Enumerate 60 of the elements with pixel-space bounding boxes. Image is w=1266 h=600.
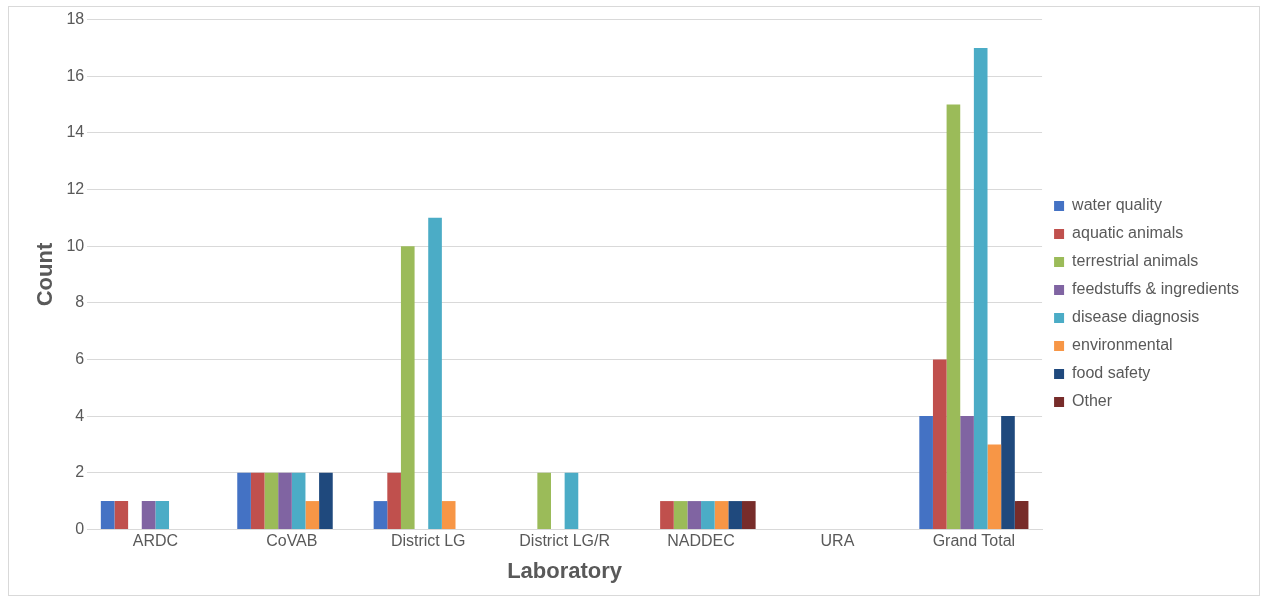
y-tick-label: 6 <box>75 349 85 367</box>
bar <box>728 501 742 529</box>
bar <box>441 501 456 529</box>
bar <box>1014 501 1029 529</box>
bar <box>114 501 129 529</box>
bar <box>155 501 170 529</box>
bar <box>100 501 115 529</box>
bar <box>714 501 729 529</box>
bar <box>932 359 947 529</box>
y-tick-label: 8 <box>75 293 85 311</box>
legend-label: disease diagnosis <box>1072 308 1200 326</box>
bar <box>250 472 265 529</box>
bar <box>319 472 333 529</box>
bar <box>278 472 292 529</box>
bar <box>537 472 551 529</box>
bar <box>400 246 415 529</box>
x-tick-label: NADDEC <box>667 532 735 550</box>
x-tick-label: ARDC <box>132 532 179 550</box>
y-tick-label: 16 <box>66 66 85 84</box>
bar <box>687 501 702 529</box>
bar <box>373 501 388 529</box>
legend-label: environmental <box>1072 336 1173 354</box>
bar <box>237 472 251 529</box>
y-tick-label: 18 <box>66 10 85 28</box>
bar <box>946 104 961 529</box>
y-axis-title: Count <box>32 242 58 307</box>
legend-label: terrestrial animals <box>1072 252 1199 270</box>
y-tick-label: 14 <box>66 123 85 141</box>
x-tick-label: URA <box>820 532 855 550</box>
y-tick-label: 4 <box>75 406 85 424</box>
bar <box>141 501 156 529</box>
y-tick-label: 0 <box>75 519 85 537</box>
bar <box>741 501 756 529</box>
bar <box>387 472 401 529</box>
x-tick-label: Grand Total <box>932 532 1016 550</box>
bar <box>264 472 279 529</box>
bar <box>428 217 442 529</box>
bar <box>973 47 988 529</box>
bar <box>660 501 674 529</box>
bar <box>291 472 306 529</box>
legend-label: water quality <box>1071 196 1162 214</box>
x-tick-label: District LG <box>390 532 466 550</box>
y-tick-label: 2 <box>75 463 85 481</box>
bar <box>564 472 579 529</box>
y-tick-label: 10 <box>66 236 85 254</box>
legend-label: food safety <box>1072 364 1151 382</box>
legend-label: aquatic animals <box>1072 224 1184 242</box>
bar <box>701 501 715 529</box>
legend-label: Other <box>1072 392 1113 410</box>
bar <box>919 416 933 529</box>
bar <box>960 416 974 529</box>
legend-label: feedstuffs & ingredients <box>1072 280 1239 298</box>
x-tick-label: District LG/R <box>519 532 610 550</box>
bar <box>305 501 320 529</box>
x-axis-title: Laboratory <box>507 557 623 583</box>
bar <box>673 501 688 529</box>
bar <box>987 444 1002 529</box>
y-tick-label: 12 <box>66 179 85 197</box>
x-tick-label: CoVAB <box>266 532 318 550</box>
bar <box>1001 416 1015 529</box>
